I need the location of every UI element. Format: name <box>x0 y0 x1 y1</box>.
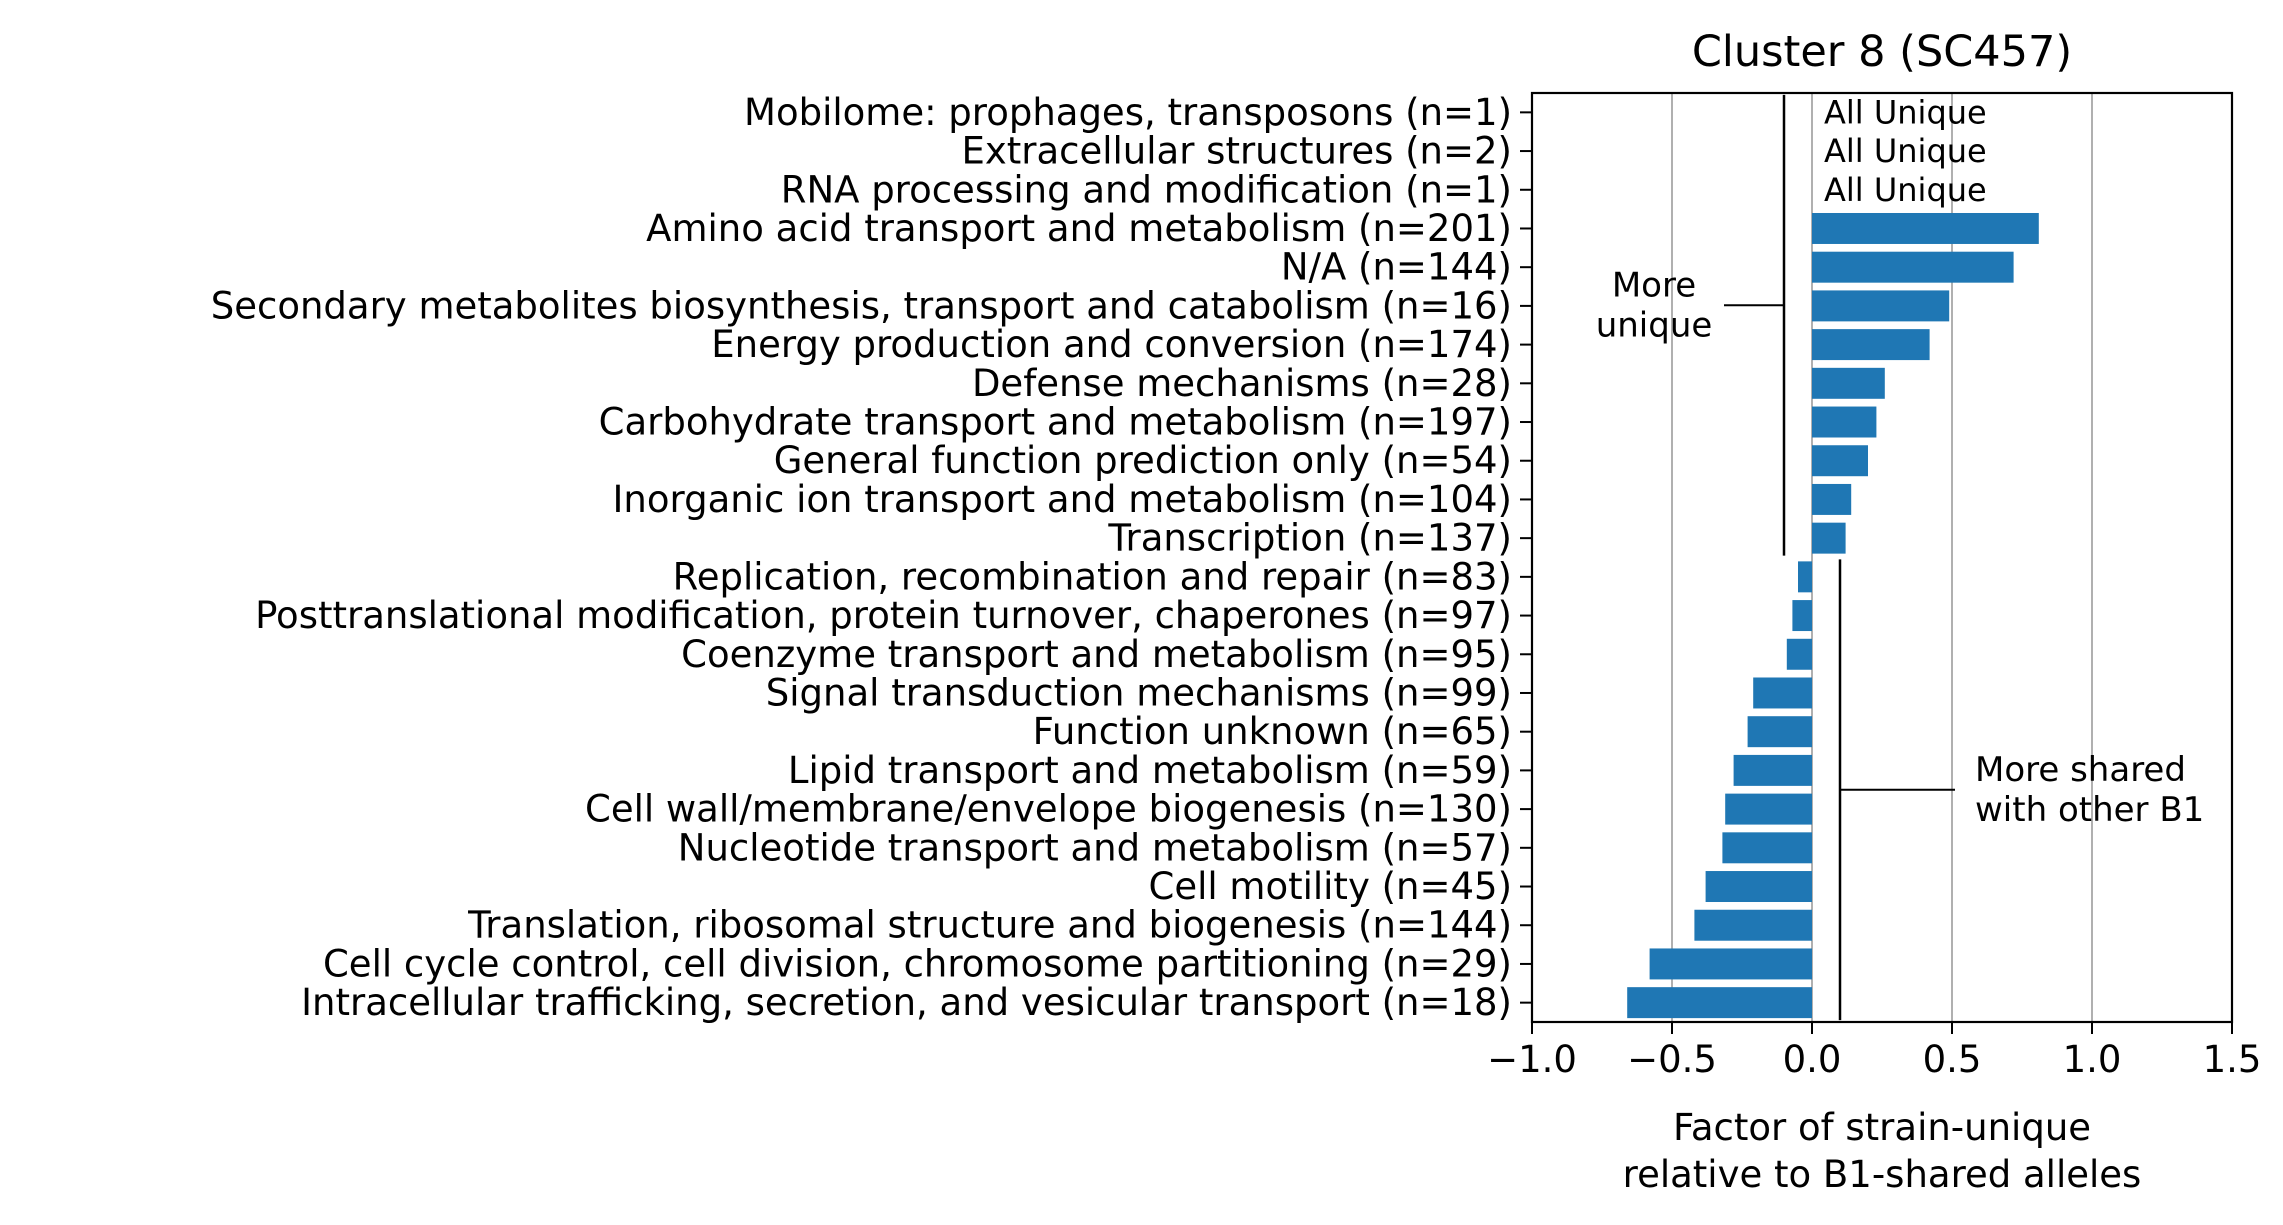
bar <box>1649 948 1812 980</box>
category-label: Inorganic ion transport and metabolism (… <box>613 478 1512 521</box>
bar <box>1753 677 1812 709</box>
x-axis-label-line-1: Factor of strain-unique <box>1673 1106 2091 1149</box>
plot-frame <box>1530 91 2234 1024</box>
bar-annotation: All Unique <box>1824 171 1987 209</box>
bar <box>1812 329 1930 361</box>
bar <box>1812 367 1885 399</box>
x-tick-label: 1.0 <box>2063 1038 2122 1081</box>
category-label: Mobilome: prophages, transposons (n=1) <box>744 91 1512 134</box>
category-label: Cell cycle control, cell division, chrom… <box>323 942 1512 985</box>
x-tick-label: −1.0 <box>1487 1038 1577 1081</box>
bar <box>1792 600 1812 632</box>
category-label: Cell motility (n=45) <box>1148 865 1512 908</box>
bar-annotation: All Unique <box>1824 132 1987 170</box>
bar <box>1812 212 2039 244</box>
x-tick-label: 0.5 <box>1923 1038 1982 1081</box>
x-tick-label: −0.5 <box>1627 1038 1717 1081</box>
bar <box>1786 638 1812 670</box>
category-label: RNA processing and modification (n=1) <box>781 168 1512 211</box>
bar <box>1812 251 2014 283</box>
bracket-label: with other B1 <box>1975 790 2204 830</box>
bracket-label: unique <box>1596 305 1713 345</box>
category-label: Signal transduction mechanisms (n=99) <box>766 671 1512 714</box>
bar <box>1812 483 1852 515</box>
bar <box>1725 793 1812 825</box>
category-label: Defense mechanisms (n=28) <box>972 362 1512 405</box>
chart-title: Cluster 8 (SC457) <box>1692 27 2072 77</box>
category-label: Amino acid transport and metabolism (n=2… <box>646 207 1512 250</box>
category-label: Energy production and conversion (n=174) <box>711 323 1512 366</box>
bar <box>1694 909 1812 941</box>
category-label: Replication, recombination and repair (n… <box>673 555 1512 598</box>
category-label: Cell wall/membrane/envelope biogenesis (… <box>585 788 1512 831</box>
category-label: N/A (n=144) <box>1281 246 1512 289</box>
category-label: Translation, ribosomal structure and bio… <box>467 904 1512 947</box>
bar-annotation: All Unique <box>1824 93 1987 131</box>
x-axis-label-line-2: relative to B1-shared alleles <box>1623 1153 2142 1196</box>
bar <box>1798 561 1812 593</box>
x-tick-label: 1.5 <box>2203 1038 2262 1081</box>
bar <box>1812 406 1877 438</box>
bar-series <box>1627 212 2039 1019</box>
bar <box>1812 445 1868 477</box>
bar <box>1722 832 1812 864</box>
x-axis: −1.0 −0.5 0.0 0.5 1.0 1.5 <box>1487 1022 2261 1081</box>
category-label: Nucleotide transport and metabolism (n=5… <box>678 826 1512 869</box>
bracket-label: More <box>1612 265 1696 305</box>
x-tick-label: 0.0 <box>1783 1038 1842 1081</box>
category-label: Carbohydrate transport and metabolism (n… <box>599 401 1512 444</box>
y-axis: Mobilome: prophages, transposons (n=1)Ex… <box>211 91 1532 1024</box>
category-label: Posttranslational modification, protein … <box>255 594 1512 637</box>
bar <box>1747 716 1812 748</box>
bar <box>1627 987 1812 1019</box>
category-label: General function prediction only (n=54) <box>774 439 1512 482</box>
bar <box>1812 290 1950 322</box>
category-label: Transcription (n=137) <box>1107 517 1512 560</box>
category-label: Secondary metabolites biosynthesis, tran… <box>211 284 1512 327</box>
bracket-label: More shared <box>1975 750 2186 790</box>
category-label: Extracellular structures (n=2) <box>961 130 1512 173</box>
category-label: Function unknown (n=65) <box>1033 710 1512 753</box>
category-label: Lipid transport and metabolism (n=59) <box>788 749 1512 792</box>
category-label: Coenzyme transport and metabolism (n=95) <box>681 633 1512 676</box>
bar <box>1733 754 1812 786</box>
bar <box>1812 522 1846 554</box>
category-label: Intracellular trafficking, secretion, an… <box>301 981 1512 1024</box>
bar <box>1705 871 1812 903</box>
